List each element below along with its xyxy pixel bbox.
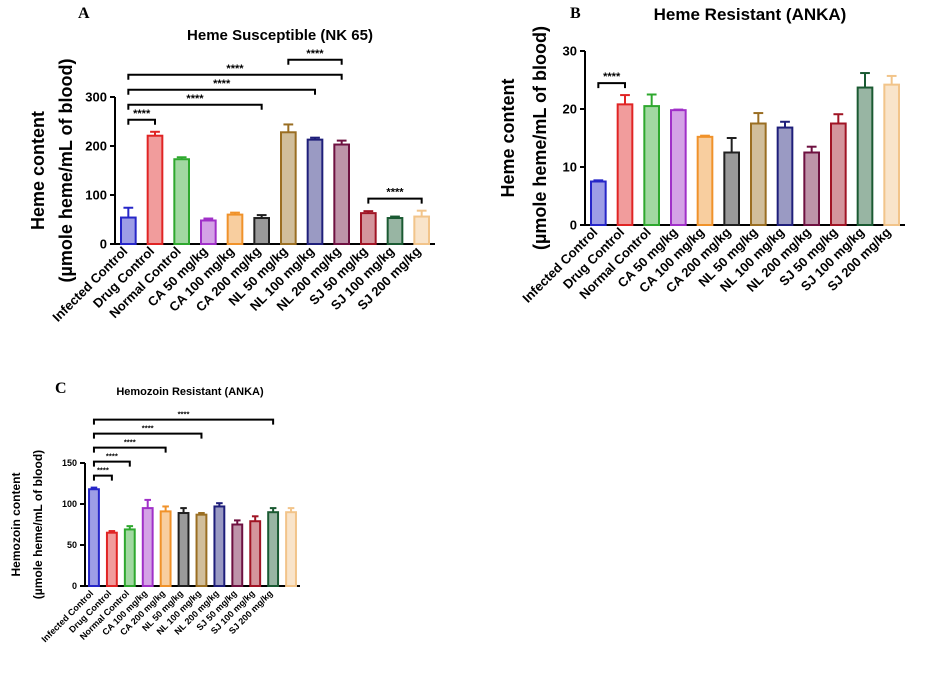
significance-label: ****	[213, 78, 231, 90]
significance-label: ****	[124, 438, 136, 447]
y-axis-label: (µmole heme/mL of blood)	[31, 450, 45, 599]
bar	[285, 511, 297, 588]
y-tick-label: 0	[100, 237, 107, 252]
panel-label: C	[55, 380, 67, 397]
bar	[413, 215, 431, 245]
bar	[231, 523, 244, 587]
y-tick-label: 100	[85, 188, 107, 203]
bar	[856, 86, 874, 227]
bar	[105, 531, 118, 588]
panel-label: A	[78, 5, 90, 22]
bar	[177, 512, 190, 588]
bar	[226, 213, 244, 246]
y-tick-label: 150	[62, 458, 77, 468]
bar	[280, 131, 297, 245]
bar	[306, 138, 324, 246]
chart-title: Heme Resistant (ANKA)	[654, 5, 847, 24]
significance-label: ****	[306, 48, 324, 60]
bar	[830, 122, 847, 226]
significance-label: ****	[186, 93, 204, 105]
significance-label: ****	[226, 63, 244, 75]
significance-bracket	[287, 58, 343, 65]
significance-label: ****	[178, 410, 190, 419]
chart-title: Hemozoin Resistant (ANKA)	[116, 386, 264, 398]
bar	[173, 158, 190, 245]
significance-label: ****	[142, 424, 154, 433]
significance-label: ****	[106, 452, 118, 461]
significance-label: ****	[386, 187, 404, 199]
y-tick-label: 200	[85, 139, 107, 154]
bar	[333, 143, 351, 245]
y-tick-label: 20	[563, 102, 577, 117]
bar	[616, 103, 634, 226]
bar	[123, 528, 136, 587]
bar	[360, 212, 377, 246]
significance-bracket	[127, 73, 343, 80]
bar	[590, 180, 607, 226]
significance-label: ****	[603, 71, 621, 83]
bar	[776, 126, 794, 226]
y-axis-label: (µmole heme/mL of blood)	[530, 26, 550, 250]
bar	[723, 151, 740, 226]
bar	[146, 134, 164, 246]
bar	[267, 511, 280, 588]
significance-bracket	[367, 197, 423, 204]
bar	[803, 151, 820, 226]
bar	[750, 122, 767, 226]
bar	[643, 105, 660, 226]
y-axis-label: Hemozoin content	[9, 472, 23, 576]
bar	[88, 488, 100, 587]
significance-bracket	[597, 82, 626, 89]
significance-bracket	[92, 432, 203, 439]
y-axis-label: Heme content	[28, 111, 48, 230]
y-tick-label: 10	[563, 160, 577, 175]
y-tick-label: 30	[563, 44, 577, 59]
significance-bracket	[92, 460, 131, 467]
bar	[195, 513, 208, 587]
significance-label: ****	[133, 108, 151, 120]
significance-bracket	[127, 118, 156, 125]
significance-bracket	[92, 446, 167, 453]
bar	[213, 505, 226, 587]
significance-bracket	[127, 103, 263, 110]
bar	[253, 217, 270, 245]
chart-title: Heme Susceptible (NK 65)	[187, 27, 373, 44]
y-tick-label: 100	[62, 499, 77, 509]
y-axis-label: Heme content	[498, 78, 518, 197]
bar	[696, 135, 714, 226]
significance-label: ****	[97, 466, 109, 475]
bar	[141, 507, 154, 588]
bar	[670, 109, 687, 226]
bar	[120, 216, 137, 245]
y-tick-label: 50	[67, 540, 77, 550]
bar	[249, 520, 262, 587]
bar	[200, 219, 217, 245]
bar	[159, 510, 172, 588]
significance-bracket	[92, 474, 113, 481]
panel-label: B	[570, 5, 581, 22]
y-tick-label: 300	[85, 90, 107, 105]
significance-bracket	[92, 418, 275, 425]
bar	[883, 83, 900, 226]
bar	[386, 217, 404, 245]
y-tick-label: 0	[570, 218, 577, 233]
y-axis-label: (µmole heme/mL of blood)	[56, 58, 76, 282]
y-tick-label: 0	[72, 581, 77, 591]
significance-bracket	[127, 88, 316, 95]
